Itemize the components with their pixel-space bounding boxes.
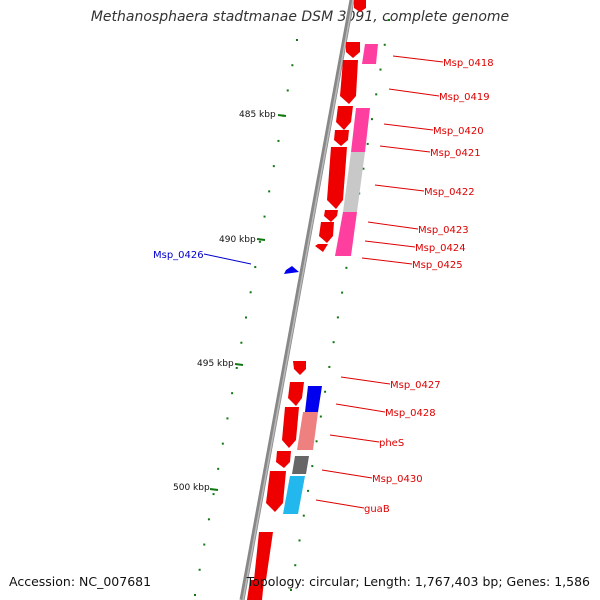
cds-arrow <box>324 210 338 222</box>
gene-label: Msp_0422 <box>424 187 475 198</box>
feature-block-blue <box>305 386 322 412</box>
label-leader-line <box>329 434 380 443</box>
gene-label: guaB <box>364 504 390 515</box>
label-leader-line <box>321 469 373 479</box>
label-leader-line <box>203 253 252 265</box>
label-leader-line <box>340 376 391 385</box>
label-leader-line <box>374 184 425 192</box>
kbp-label-495: 495 kbp <box>197 359 234 369</box>
kbp-label-500: 500 kbp <box>173 483 210 493</box>
cds-arrow <box>288 382 304 406</box>
major-tick-485 <box>277 114 287 117</box>
gene-label: Msp_0420 <box>433 126 484 137</box>
gene-label: Msp_0424 <box>415 243 466 254</box>
feature-block-pink <box>362 44 378 64</box>
cds-arrow <box>319 222 334 243</box>
feature-block-pink <box>351 108 370 152</box>
genome-backbone <box>239 0 355 600</box>
cds-arrow <box>354 0 366 12</box>
feature-block-gray <box>343 152 365 212</box>
gene-label: Msp_0428 <box>385 408 436 419</box>
genome-backbone-highlight <box>242 0 354 600</box>
label-leader-line <box>388 88 440 97</box>
label-leader-line <box>383 123 434 131</box>
kbp-label-490: 490 kbp <box>219 235 256 245</box>
cds-arrow <box>282 407 299 448</box>
label-leader-line <box>335 403 386 413</box>
cds-arrow <box>315 244 328 252</box>
major-tick-490 <box>256 238 266 241</box>
kbp-label-485: 485 kbp <box>239 110 276 120</box>
major-tick-500 <box>209 488 219 491</box>
major-tick-495 <box>234 363 244 366</box>
cds-arrow <box>254 532 273 580</box>
gene-label: Msp_0421 <box>430 148 481 159</box>
cds-arrow <box>334 130 349 146</box>
cds-track <box>247 0 366 600</box>
accession-label: Accession: NC_007681 <box>9 574 152 589</box>
label-leader-line <box>361 257 413 265</box>
label-leader-line <box>367 221 419 230</box>
gene-label: Msp_0430 <box>372 474 423 485</box>
label-leader-line <box>392 55 444 63</box>
feature-block-pink <box>335 212 357 256</box>
topology-label: Topology: circular; Length: 1,767,403 bp… <box>246 574 590 589</box>
cds-arrow <box>247 580 264 600</box>
gene-label: Msp_0419 <box>439 92 490 103</box>
cds-arrow <box>266 471 286 512</box>
cds-arrow <box>336 106 353 130</box>
cds-arrow <box>327 147 347 209</box>
gene-label: pheS <box>379 438 404 449</box>
gene-label: Msp_0427 <box>390 380 441 391</box>
label-leader-line <box>364 240 416 248</box>
feature-block-salmon <box>297 412 318 450</box>
feature-block-cyan <box>283 476 305 514</box>
gene-labels: Msp_0418 Msp_0419 Msp_0420 Msp_0421 Msp_0422… <box>153 58 494 515</box>
gene-marker-msp0426 <box>284 266 299 274</box>
label-leader-line <box>379 145 431 153</box>
cds-arrow <box>346 42 360 58</box>
cds-arrow <box>340 60 358 104</box>
gene-label: Msp_0423 <box>418 225 469 236</box>
gene-label: Msp_0425 <box>412 260 463 271</box>
label-leaders <box>203 55 444 509</box>
cds-arrow <box>293 361 306 375</box>
feature-block-dark-gray <box>292 456 309 474</box>
label-leader-line <box>315 499 365 509</box>
gene-label: Msp_0426 <box>153 250 204 261</box>
cds-arrow <box>276 451 291 468</box>
map-title: Methanosphaera stadtmanae DSM 3091, comp… <box>90 9 510 25</box>
gene-label: Msp_0418 <box>443 58 494 69</box>
